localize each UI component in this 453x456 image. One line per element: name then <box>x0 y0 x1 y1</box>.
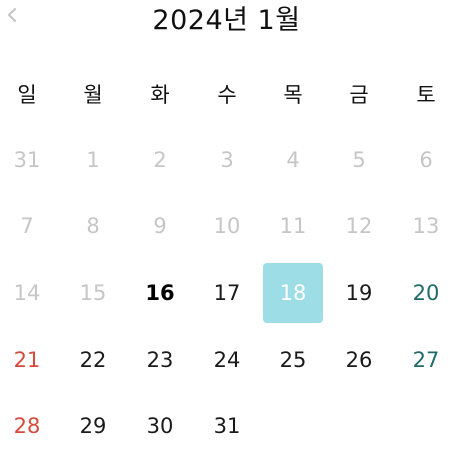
day-cell[interactable]: 15 <box>79 281 107 305</box>
day-cell-selected[interactable]: 18 <box>263 263 323 323</box>
weekday-thursday: 목 <box>283 83 303 107</box>
day-cell[interactable]: 12 <box>345 214 373 238</box>
day-cell[interactable]: 19 <box>345 281 373 305</box>
weekday-saturday: 토 <box>416 83 436 107</box>
day-cell[interactable]: 6 <box>419 148 433 172</box>
weekday-sunday: 일 <box>17 83 37 107</box>
day-cell[interactable]: 24 <box>213 348 241 372</box>
month-title: 2024년 1월 <box>152 5 301 36</box>
day-cell[interactable]: 8 <box>86 214 100 238</box>
day-cell[interactable]: 26 <box>345 348 373 372</box>
day-cell-today[interactable]: 16 <box>145 281 175 305</box>
day-cell[interactable]: 20 <box>412 281 440 305</box>
day-cell[interactable]: 21 <box>13 348 41 372</box>
day-cell[interactable]: 2 <box>153 148 167 172</box>
day-cell[interactable]: 13 <box>412 214 440 238</box>
weekday-header-row: 일 월 화 수 목 금 토 <box>0 78 453 112</box>
weekday-tuesday: 화 <box>150 83 170 107</box>
day-grid: 31 1 2 3 4 5 6 7 8 9 10 11 12 13 14 15 16 17 18 19 20 21 22 23 2… <box>0 126 453 438</box>
weekday-wednesday: 수 <box>217 83 237 107</box>
day-cell[interactable]: 5 <box>352 148 366 172</box>
day-cell[interactable]: 23 <box>146 348 174 372</box>
day-cell[interactable]: 10 <box>213 214 241 238</box>
calendar-header: 2024년 1월 <box>0 0 453 44</box>
day-cell[interactable]: 9 <box>153 214 167 238</box>
day-cell[interactable]: 17 <box>213 281 241 305</box>
day-cell[interactable]: 1 <box>86 148 100 172</box>
day-cell[interactable]: 28 <box>13 414 41 438</box>
day-cell[interactable]: 7 <box>20 214 34 238</box>
day-cell[interactable]: 25 <box>279 348 307 372</box>
day-cell[interactable]: 30 <box>146 414 174 438</box>
day-cell[interactable]: 3 <box>220 148 234 172</box>
day-cell[interactable]: 4 <box>286 148 300 172</box>
day-cell[interactable]: 22 <box>79 348 107 372</box>
day-cell[interactable]: 11 <box>279 214 307 238</box>
day-cell[interactable]: 14 <box>13 281 41 305</box>
weekday-friday: 금 <box>349 83 369 107</box>
chevron-left-icon <box>7 7 17 23</box>
day-cell[interactable]: 29 <box>79 414 107 438</box>
day-cell[interactable]: 27 <box>412 348 440 372</box>
day-cell[interactable]: 31 <box>13 148 41 172</box>
weekday-monday: 월 <box>83 83 103 107</box>
prev-month-button[interactable] <box>2 4 22 26</box>
day-cell[interactable]: 31 <box>213 414 241 438</box>
